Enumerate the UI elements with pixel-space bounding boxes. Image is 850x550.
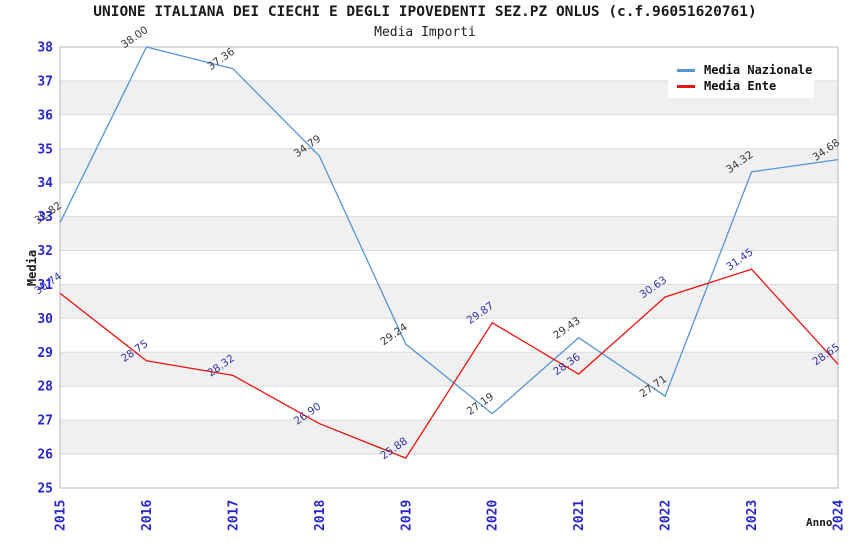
y-tick-label: 32 xyxy=(37,244,53,259)
y-tick-label: 34 xyxy=(37,176,53,191)
y-tick-label: 37 xyxy=(37,74,53,89)
x-tick-label: 2024 xyxy=(832,500,847,531)
y-tick-label: 25 xyxy=(37,482,53,497)
legend-line-swatch-red xyxy=(677,84,695,88)
plot-band xyxy=(60,284,838,319)
x-tick-label: 2018 xyxy=(313,500,328,531)
legend-entry-media-nazionale: Media Nazionale xyxy=(677,62,814,78)
legend: Media Nazionale Media Ente xyxy=(668,58,814,98)
y-tick-label: 28 xyxy=(37,380,53,395)
plot-band xyxy=(60,148,838,183)
y-tick-label: 30 xyxy=(37,312,53,327)
y-axis-title: Media xyxy=(25,249,39,287)
x-tick-label: 2023 xyxy=(745,500,760,531)
y-tick-label: 26 xyxy=(37,448,53,463)
y-tick-label: 33 xyxy=(37,210,53,225)
chart-title: UNIONE ITALIANA DEI CIECHI E DEGLI IPOVE… xyxy=(93,4,757,20)
y-tick-label: 31 xyxy=(37,278,53,293)
chart-subtitle: Media Importi xyxy=(374,25,476,40)
legend-label: Media Nazionale xyxy=(704,63,813,77)
x-tick-label: 2017 xyxy=(226,500,241,531)
x-tick-label: 2015 xyxy=(54,500,69,531)
legend-label: Media Ente xyxy=(704,79,777,93)
y-tick-label: 29 xyxy=(37,346,53,361)
x-tick-label: 2020 xyxy=(486,500,501,531)
x-tick-label: 2016 xyxy=(140,500,155,531)
legend-line-swatch-blue xyxy=(677,68,695,72)
x-tick-label: 2019 xyxy=(399,500,414,531)
y-tick-label: 35 xyxy=(37,142,53,157)
series-line-media-ente xyxy=(59,268,839,459)
plot-border xyxy=(59,46,839,489)
y-tick-label: 27 xyxy=(37,414,53,429)
y-tick-label: 36 xyxy=(37,108,53,123)
legend-entry-media-ente: Media Ente xyxy=(677,78,814,94)
x-axis-title: Anno xyxy=(806,516,833,529)
plot-band xyxy=(60,216,838,251)
series-line-media-nazionale xyxy=(59,46,839,415)
plot-band xyxy=(60,420,838,455)
plot-band xyxy=(60,352,838,387)
x-tick-label: 2021 xyxy=(572,500,587,531)
y-tick-label: 38 xyxy=(37,41,53,56)
x-tick-label: 2022 xyxy=(659,500,674,531)
